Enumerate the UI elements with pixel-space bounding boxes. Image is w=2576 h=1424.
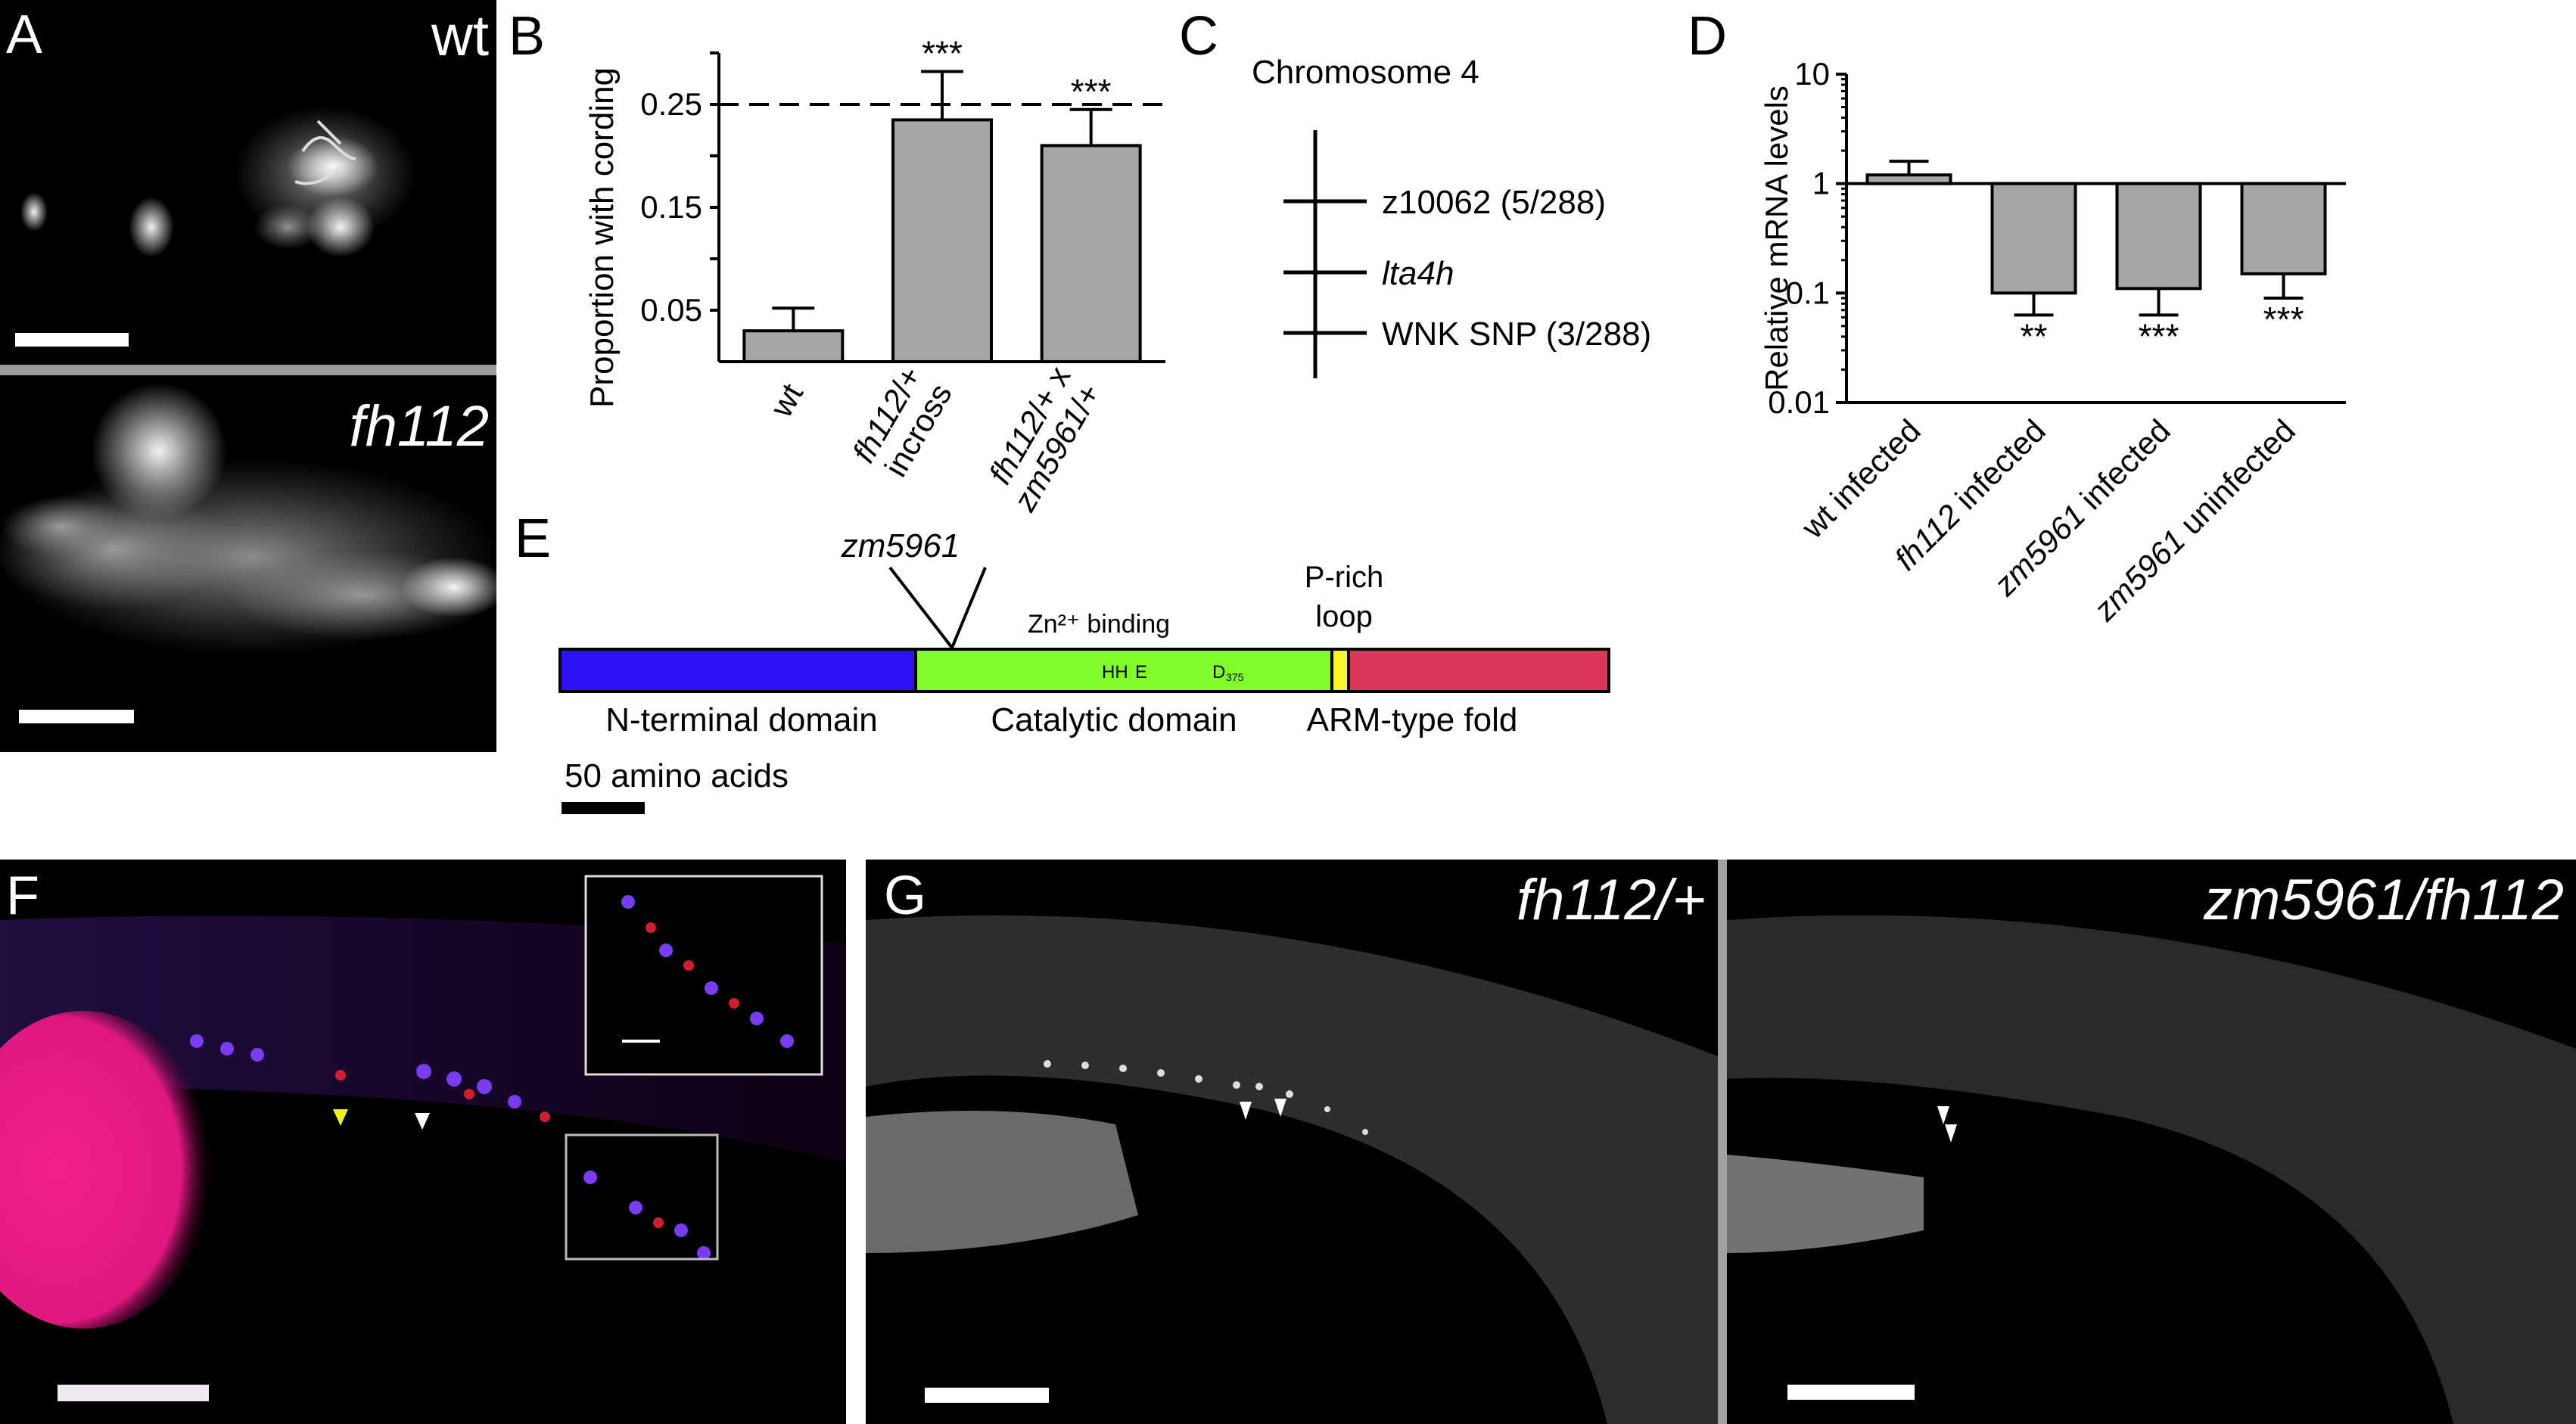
bar-0 bbox=[1865, 173, 1952, 185]
bar-0 bbox=[742, 329, 845, 364]
panel-label-a: A bbox=[6, 5, 43, 65]
panel-label-g: G bbox=[884, 866, 927, 926]
mutation-label: zm5961 bbox=[841, 527, 960, 564]
residue-hh: HH bbox=[1102, 662, 1128, 682]
panel-g-right-image: zm5961/fh112 bbox=[1727, 860, 2576, 1424]
y-tick-label: 0.25 bbox=[640, 86, 702, 122]
fh112-het-image bbox=[866, 915, 1718, 1424]
arm-type-fold bbox=[1347, 648, 1610, 693]
zn-binding-label: Zn²⁺ binding bbox=[1028, 610, 1170, 639]
scale-bar bbox=[15, 333, 129, 347]
scale-bar bbox=[19, 710, 134, 723]
significance-label: *** bbox=[2263, 300, 2304, 339]
scale-bar bbox=[562, 802, 645, 814]
panel-label-f: F bbox=[6, 866, 39, 926]
panel-label-e: E bbox=[515, 508, 552, 569]
fh112-fluorescence-image bbox=[0, 383, 496, 655]
merged-fluorescence-image bbox=[0, 875, 846, 1329]
loop-label: loop bbox=[1315, 600, 1373, 633]
n-terminal-domain bbox=[558, 648, 917, 693]
y-tick-label: 10 bbox=[1794, 56, 1830, 92]
compound-mutant-image bbox=[1727, 915, 2576, 1424]
bar-1 bbox=[1990, 182, 2077, 295]
x-tick-label: wt bbox=[763, 378, 810, 424]
residue-e: E bbox=[1135, 662, 1147, 682]
scale-bar bbox=[58, 1385, 209, 1401]
significance-label: *** bbox=[1071, 72, 1112, 111]
y-tick-label: 1 bbox=[1812, 166, 1830, 201]
y-tick-label: 0.1 bbox=[1786, 275, 1830, 310]
marker-z10062: z10062 (5/288) bbox=[1382, 184, 1606, 221]
catalytic-label: Catalytic domain bbox=[991, 701, 1237, 738]
panel-divider bbox=[1718, 860, 1727, 1424]
y-axis-label: Relative mRNA levels bbox=[1759, 86, 1794, 391]
y-tick-label: 0.15 bbox=[640, 189, 702, 225]
panel-label-c: C bbox=[1179, 6, 1218, 67]
cording-bar-chart: 0.05 0.15 0.25 Proportion with cording wt ***… bbox=[583, 33, 1165, 518]
significance-label: ** bbox=[2021, 316, 2048, 356]
marker-lta4h: lta4h bbox=[1382, 255, 1454, 292]
panel-label-d: D bbox=[1688, 6, 1727, 67]
panel-a-wt-label: wt bbox=[431, 4, 489, 68]
mutation-pointer bbox=[888, 566, 987, 651]
significance-label: *** bbox=[2139, 316, 2179, 356]
n-terminal-label: N-terminal domain bbox=[605, 701, 877, 738]
panel-a-fh112-label: fh112 bbox=[349, 394, 489, 459]
panel-divider bbox=[0, 365, 496, 375]
residue-d-number: 375 bbox=[1226, 671, 1244, 683]
residue-d: D bbox=[1212, 662, 1225, 682]
panel-g-left-label: fh112/+ bbox=[1516, 868, 1706, 932]
panel-label-b: B bbox=[509, 6, 546, 67]
panel-gap bbox=[846, 860, 866, 1424]
y-axis-label: Proportion with cording bbox=[583, 67, 621, 408]
x-tick-label-group: wt bbox=[763, 378, 810, 424]
catalytic-domain bbox=[914, 648, 1333, 693]
significance-label: *** bbox=[922, 33, 963, 73]
p-rich-label: P-rich bbox=[1305, 561, 1383, 594]
arm-fold-label: ARM-type fold bbox=[1307, 701, 1518, 738]
panel-g-left-image: fh112/+ bbox=[866, 860, 1718, 1424]
scale-text: 50 amino acids bbox=[565, 757, 789, 794]
p-rich-loop bbox=[1330, 648, 1350, 693]
marker-wnk-snp: WNK SNP (3/288) bbox=[1382, 316, 1651, 353]
panel-a-top-image: wt bbox=[0, 0, 496, 365]
chromosome-title: Chromosome 4 bbox=[1252, 54, 1479, 91]
bar-2 bbox=[2115, 182, 2202, 291]
bar-2 bbox=[1040, 144, 1142, 363]
panel-a-bottom-image: fh112 bbox=[0, 375, 496, 752]
x-tick-label: wt infected bbox=[1794, 412, 1927, 546]
y-tick-label: 0.01 bbox=[1768, 384, 1830, 420]
scale-bar bbox=[925, 1388, 1049, 1403]
protein-domain-diagram: zm5961 Zn²⁺ binding P-rich loop HH E D 3… bbox=[558, 527, 1610, 814]
x-tick-label-group: fh112/+incross bbox=[845, 360, 959, 483]
wt-fluorescence-image bbox=[20, 106, 416, 257]
chromosome-map: Chromosome 4 z10062 (5/288) lta4h WNK SN… bbox=[1252, 54, 1651, 378]
y-tick-label: 0.05 bbox=[640, 292, 702, 328]
bar-3 bbox=[2240, 182, 2327, 275]
panel-g-right-label: zm5961/fh112 bbox=[2203, 868, 2564, 932]
panel-f-image bbox=[0, 860, 846, 1424]
scale-bar bbox=[1787, 1385, 1915, 1400]
bar-1 bbox=[891, 118, 993, 363]
